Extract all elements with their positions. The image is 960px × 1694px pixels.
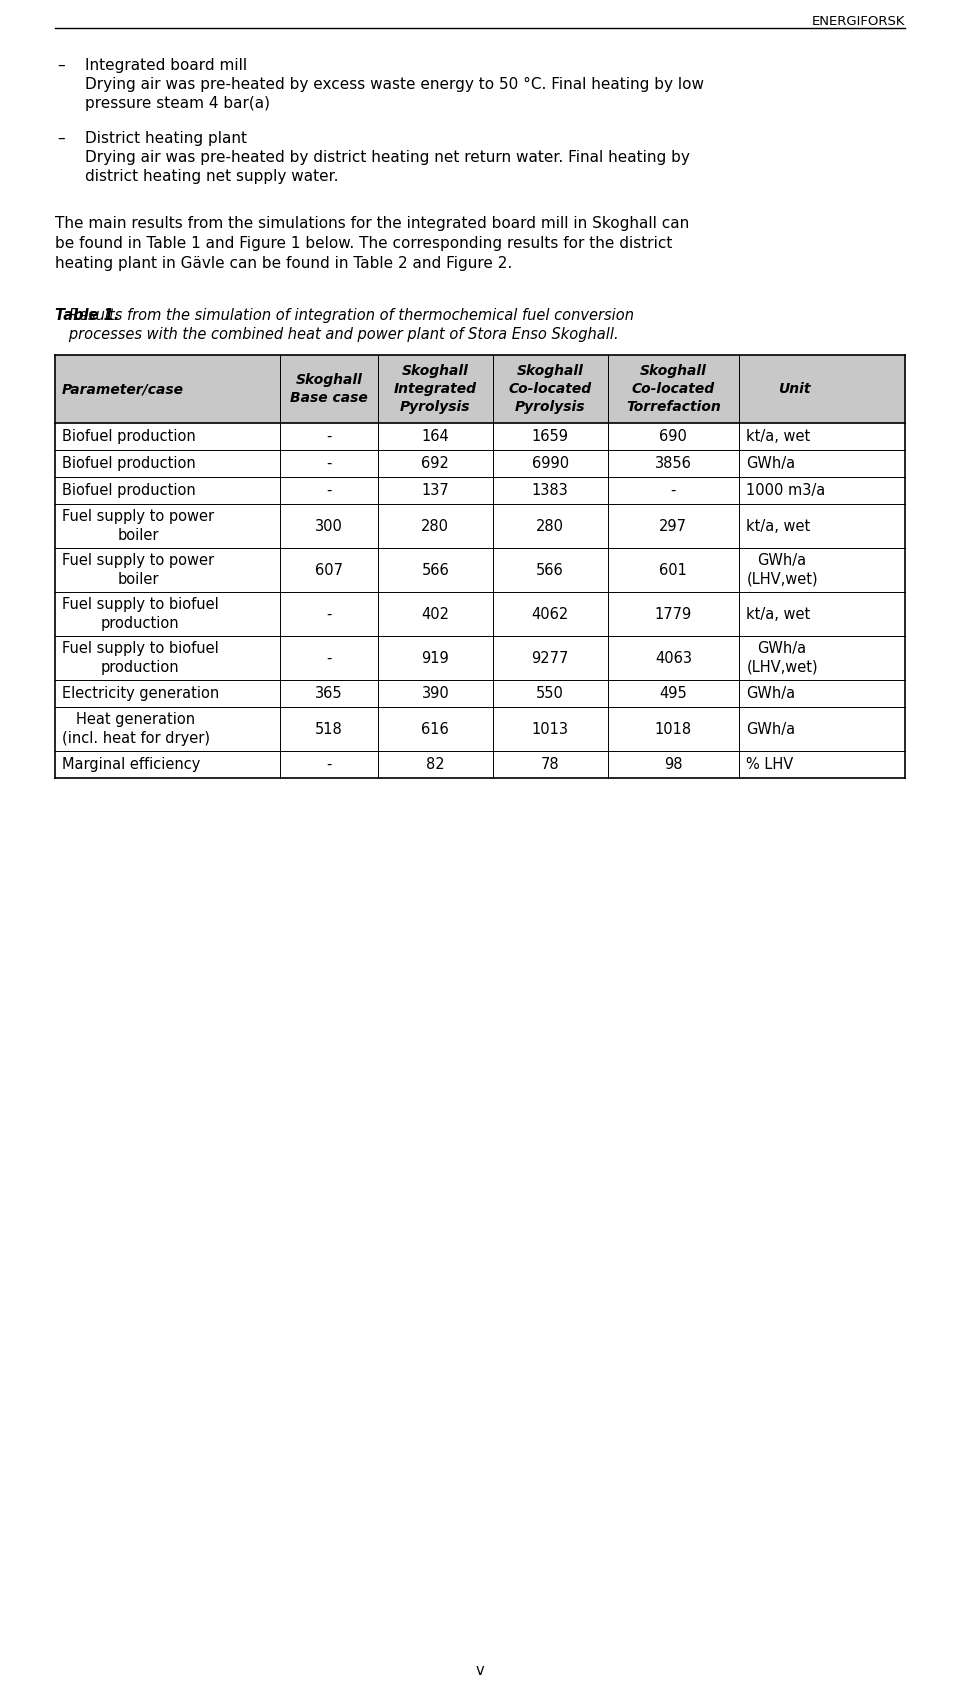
Text: 4062: 4062	[532, 606, 568, 622]
Text: Skoghall
Base case: Skoghall Base case	[290, 373, 368, 405]
Text: 365: 365	[315, 686, 343, 701]
Text: GWh/a
(LHV,wet): GWh/a (LHV,wet)	[746, 642, 818, 674]
Text: 550: 550	[537, 686, 564, 701]
Text: % LHV: % LHV	[746, 757, 794, 772]
Text: Fuel supply to biofuel
production: Fuel supply to biofuel production	[62, 642, 219, 674]
Text: Fuel supply to biofuel
production: Fuel supply to biofuel production	[62, 598, 219, 630]
Text: GWh/a: GWh/a	[746, 456, 796, 471]
Text: 692: 692	[421, 456, 449, 471]
Text: 566: 566	[537, 562, 564, 578]
Text: -: -	[671, 483, 676, 498]
Text: Fuel supply to power
boiler: Fuel supply to power boiler	[62, 510, 214, 542]
Text: Table 1.: Table 1.	[55, 308, 119, 324]
Text: kt/a, wet: kt/a, wet	[746, 606, 810, 622]
Text: Biofuel production: Biofuel production	[62, 483, 196, 498]
Text: 402: 402	[421, 606, 449, 622]
Text: GWh/a: GWh/a	[746, 722, 796, 737]
Text: -: -	[326, 757, 332, 772]
Text: Marginal efficiency: Marginal efficiency	[62, 757, 201, 772]
Text: The main results from the simulations for the integrated board mill in Skoghall : The main results from the simulations fo…	[55, 217, 689, 230]
Text: 300: 300	[315, 518, 343, 534]
Text: heating plant in Gävle can be found in Table 2 and Figure 2.: heating plant in Gävle can be found in T…	[55, 256, 513, 271]
Text: -: -	[326, 456, 332, 471]
Text: 297: 297	[660, 518, 687, 534]
Text: 280: 280	[536, 518, 564, 534]
Text: kt/a, wet: kt/a, wet	[746, 429, 810, 444]
Text: 919: 919	[421, 650, 449, 666]
Text: district heating net supply water.: district heating net supply water.	[85, 169, 339, 185]
Text: Skoghall
Co-located
Torrefaction: Skoghall Co-located Torrefaction	[626, 364, 721, 413]
Text: GWh/a
(LHV,wet): GWh/a (LHV,wet)	[746, 554, 818, 586]
Text: –: –	[57, 58, 64, 73]
Text: 98: 98	[664, 757, 683, 772]
Text: Biofuel production: Biofuel production	[62, 429, 196, 444]
Text: Integrated board mill: Integrated board mill	[85, 58, 247, 73]
Text: –: –	[57, 130, 64, 146]
Text: 1000 m3/a: 1000 m3/a	[746, 483, 826, 498]
Text: 390: 390	[421, 686, 449, 701]
Text: 690: 690	[660, 429, 687, 444]
Text: 1013: 1013	[532, 722, 568, 737]
Text: -: -	[326, 483, 332, 498]
Text: 601: 601	[660, 562, 687, 578]
Text: Unit: Unit	[779, 383, 811, 396]
Text: v: v	[476, 1662, 484, 1677]
Text: 1383: 1383	[532, 483, 568, 498]
Text: Drying air was pre-heated by district heating net return water. Final heating by: Drying air was pre-heated by district he…	[85, 151, 690, 164]
Text: Results from the simulation of integration of thermochemical fuel conversion: Results from the simulation of integrati…	[55, 308, 634, 324]
Text: Skoghall
Integrated
Pyrolysis: Skoghall Integrated Pyrolysis	[394, 364, 477, 413]
Text: 4063: 4063	[655, 650, 692, 666]
Text: processes with the combined heat and power plant of Stora Enso Skoghall.: processes with the combined heat and pow…	[55, 327, 618, 342]
Text: -: -	[326, 650, 332, 666]
Text: 616: 616	[421, 722, 449, 737]
Text: pressure steam 4 bar(a): pressure steam 4 bar(a)	[85, 97, 270, 112]
Text: 3856: 3856	[655, 456, 692, 471]
Text: Drying air was pre-heated by excess waste energy to 50 °C. Final heating by low: Drying air was pre-heated by excess wast…	[85, 76, 704, 91]
Text: Heat generation
(incl. heat for dryer): Heat generation (incl. heat for dryer)	[62, 711, 210, 745]
Text: 280: 280	[421, 518, 449, 534]
Text: 495: 495	[660, 686, 687, 701]
Text: 1018: 1018	[655, 722, 692, 737]
Text: -: -	[326, 429, 332, 444]
Text: 607: 607	[315, 562, 343, 578]
Text: be found in Table 1 and Figure 1 below. The corresponding results for the distri: be found in Table 1 and Figure 1 below. …	[55, 235, 672, 251]
Text: Biofuel production: Biofuel production	[62, 456, 196, 471]
Text: Electricity generation: Electricity generation	[62, 686, 219, 701]
Text: kt/a, wet: kt/a, wet	[746, 518, 810, 534]
Text: 164: 164	[421, 429, 449, 444]
Text: 137: 137	[421, 483, 449, 498]
Text: 1779: 1779	[655, 606, 692, 622]
Text: 82: 82	[426, 757, 444, 772]
Text: Skoghall
Co-located
Pyrolysis: Skoghall Co-located Pyrolysis	[509, 364, 591, 413]
Text: Fuel supply to power
boiler: Fuel supply to power boiler	[62, 554, 214, 586]
Bar	[55, 356, 905, 424]
Text: Parameter/case: Parameter/case	[62, 383, 184, 396]
Text: GWh/a: GWh/a	[746, 686, 796, 701]
Text: 78: 78	[540, 757, 560, 772]
Text: 6990: 6990	[532, 456, 568, 471]
Text: 1659: 1659	[532, 429, 568, 444]
Text: 9277: 9277	[532, 650, 569, 666]
Text: -: -	[326, 606, 332, 622]
Text: 518: 518	[315, 722, 343, 737]
Text: 566: 566	[421, 562, 449, 578]
Text: ENERGIFORSK: ENERGIFORSK	[811, 15, 905, 29]
Text: District heating plant: District heating plant	[85, 130, 247, 146]
